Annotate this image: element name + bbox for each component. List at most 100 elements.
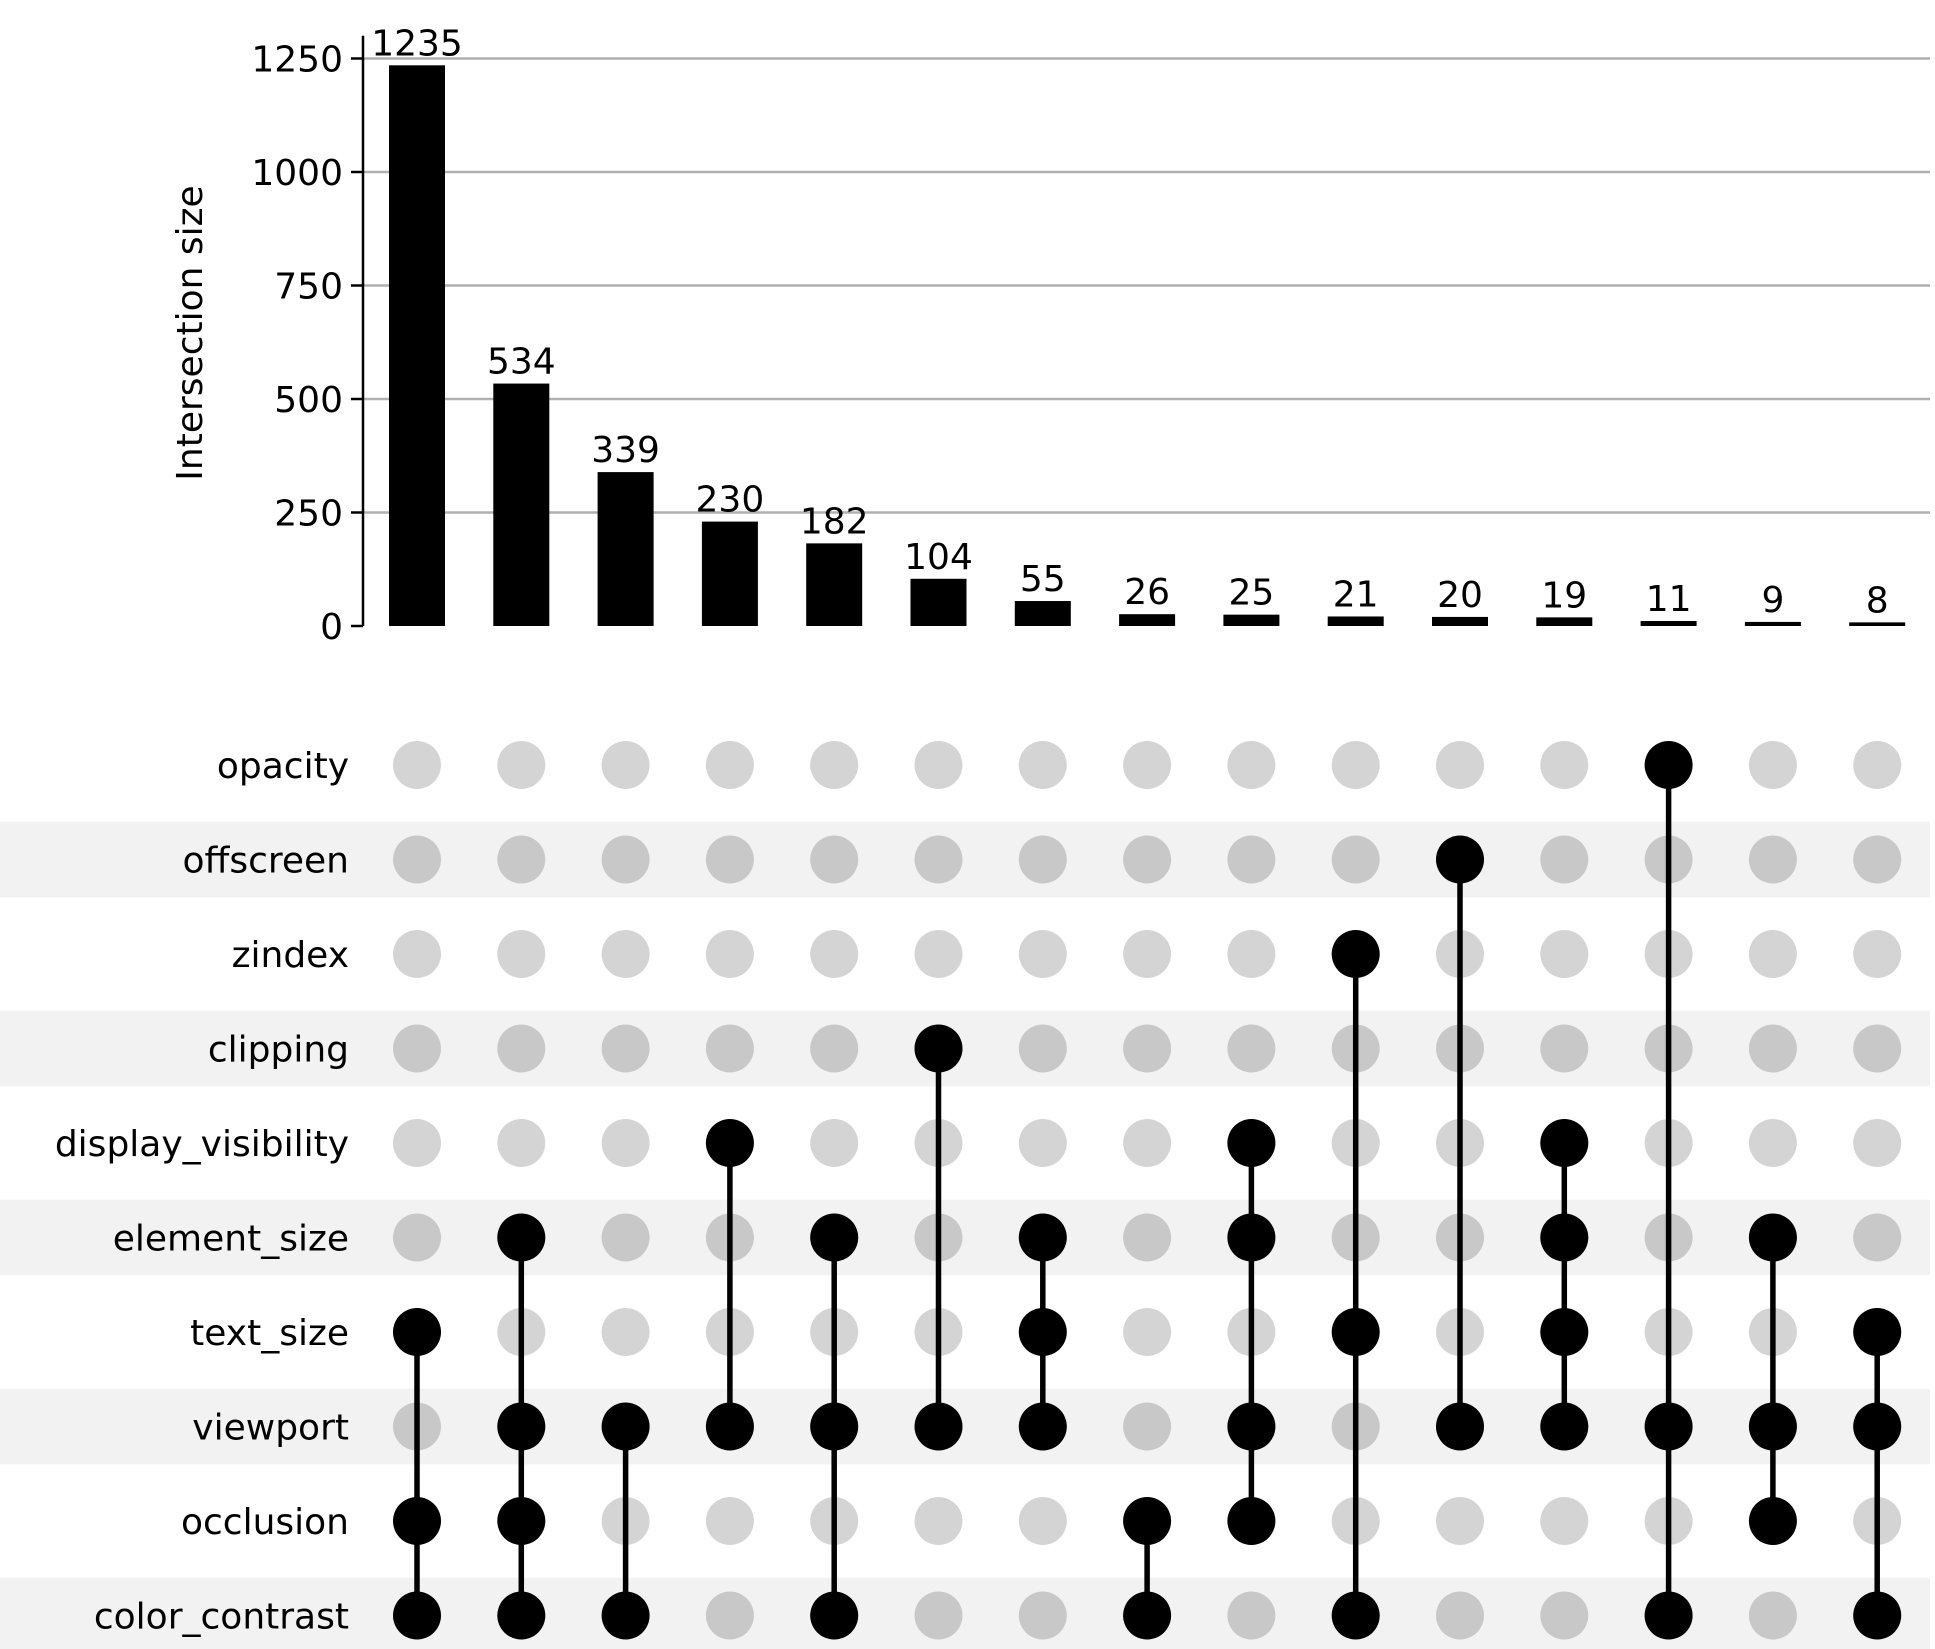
bar: [1223, 614, 1280, 626]
row-stripe: [0, 1010, 1930, 1087]
set-label: display_visibility: [55, 1124, 349, 1165]
matrix-dot-empty: [601, 1024, 650, 1073]
set-labels: opacity offscreen zindex clipping display_vi…: [55, 746, 349, 1638]
y-axis-label: Intersection size: [170, 185, 211, 480]
matrix-dot-empty: [1540, 1024, 1589, 1073]
set-label: offscreen: [183, 841, 350, 882]
matrix-dot-empty: [1748, 930, 1797, 978]
matrix-dot-empty: [393, 1213, 441, 1262]
bar: [597, 472, 654, 626]
bar-value-label: 19: [1541, 575, 1587, 616]
matrix-dot-filled: [1853, 1591, 1902, 1640]
bar: [1119, 614, 1176, 626]
bar: [389, 65, 445, 626]
matrix-dot-empty: [1123, 1213, 1172, 1262]
matrix-dot-empty: [1436, 1591, 1484, 1640]
matrix-dot-empty: [914, 1591, 963, 1640]
matrix-dot-empty: [497, 1024, 546, 1073]
matrix-dot-filled: [1436, 1402, 1484, 1451]
bar-value-labels: 1235 534 339 230 182 104 55 26 25 21 20 19 11 9 8: [371, 23, 1888, 621]
bar-value-label: 9: [1761, 580, 1784, 621]
matrix-dot-empty: [1748, 1024, 1797, 1073]
matrix-dot-empty: [497, 930, 546, 978]
matrix-dot-empty: [1540, 930, 1589, 978]
matrix-dot-filled: [1540, 1308, 1589, 1356]
set-label: opacity: [217, 746, 349, 787]
set-label: viewport: [192, 1408, 349, 1449]
matrix-dot-filled: [705, 1402, 754, 1451]
matrix-dot-empty: [914, 1497, 963, 1545]
matrix-dot-filled: [1748, 1497, 1797, 1545]
matrix-dot-empty: [393, 741, 441, 789]
bar-value-label: 534: [487, 342, 556, 383]
bar-value-label: 339: [591, 430, 660, 471]
matrix-dot-filled: [1853, 1402, 1902, 1451]
matrix-dot-empty: [705, 930, 754, 978]
matrix-dot-empty: [601, 835, 650, 884]
matrix-dot-empty: [705, 1024, 754, 1073]
matrix-dot-empty: [705, 1497, 754, 1545]
matrix-dot-empty: [393, 930, 441, 978]
bar-value-label: 55: [1020, 559, 1066, 600]
matrix-dot-empty: [1018, 1024, 1067, 1073]
matrix-dot-empty: [1853, 1119, 1902, 1167]
set-label: zindex: [232, 935, 349, 976]
matrix-dot-filled: [497, 1591, 546, 1640]
matrix-dot-filled: [1644, 1591, 1693, 1640]
matrix-dot-empty: [1540, 1591, 1589, 1640]
bar-value-label: 25: [1228, 573, 1274, 614]
matrix-dot-empty: [1018, 741, 1067, 789]
matrix-dot-empty: [705, 741, 754, 789]
matrix-dot-empty: [497, 835, 546, 884]
matrix-dot-empty: [1748, 835, 1797, 884]
matrix-dot-filled: [1436, 835, 1484, 884]
matrix-dot-empty: [1018, 835, 1067, 884]
set-label: element_size: [113, 1219, 349, 1260]
matrix-dot-filled: [393, 1591, 441, 1640]
matrix-dot-filled: [810, 1591, 859, 1640]
matrix-dot-empty: [601, 741, 650, 789]
matrix-dot-filled: [393, 1308, 441, 1356]
matrix-dot-filled: [705, 1119, 754, 1167]
matrix-dot-filled: [601, 1591, 650, 1640]
matrix-dot-filled: [1227, 1497, 1276, 1545]
matrix-dot-empty: [1853, 835, 1902, 884]
bar-value-label: 230: [696, 480, 765, 521]
matrix-dot-filled: [1748, 1402, 1797, 1451]
bar: [1014, 601, 1071, 626]
matrix-dot-empty: [1227, 1591, 1276, 1640]
matrix-dot-filled: [1540, 1402, 1589, 1451]
matrix-dot-empty: [810, 835, 859, 884]
matrix-dot-empty: [1123, 1402, 1172, 1451]
matrix-dot-empty: [705, 835, 754, 884]
bar: [1744, 621, 1801, 626]
matrix-dot-empty: [497, 1119, 546, 1167]
matrix-dot-filled: [810, 1402, 859, 1451]
matrix-dot-filled: [601, 1402, 650, 1451]
matrix-dot-empty: [914, 930, 963, 978]
bars: [389, 65, 1906, 626]
matrix-dot-empty: [1123, 1308, 1172, 1356]
matrix-dot-empty: [1853, 741, 1902, 789]
matrix-dot-empty: [1018, 1497, 1067, 1545]
matrix-dot-filled: [1331, 930, 1380, 978]
bar-value-label: 20: [1437, 575, 1483, 616]
matrix-dot-empty: [810, 741, 859, 789]
matrix-dot-empty: [810, 1119, 859, 1167]
matrix-dot-filled: [1123, 1591, 1172, 1640]
row-stripe: [0, 1388, 1930, 1465]
matrix-dot-empty: [810, 930, 859, 978]
matrix-dot-empty: [1123, 1119, 1172, 1167]
matrix-dot-filled: [1644, 741, 1693, 789]
matrix-dot-empty: [1540, 1497, 1589, 1545]
set-label: occlusion: [181, 1502, 349, 1543]
row-stripe: [0, 1199, 1930, 1276]
matrix-dot-filled: [1853, 1308, 1902, 1356]
bar-value-label: 182: [800, 501, 869, 542]
matrix-dot-filled: [914, 1402, 963, 1451]
matrix-dot-empty: [1748, 741, 1797, 789]
matrix-dot-empty: [1227, 1024, 1276, 1073]
matrix-dot-empty: [601, 1308, 650, 1356]
matrix-dot-filled: [1331, 1591, 1380, 1640]
matrix-dot-filled: [1018, 1402, 1067, 1451]
